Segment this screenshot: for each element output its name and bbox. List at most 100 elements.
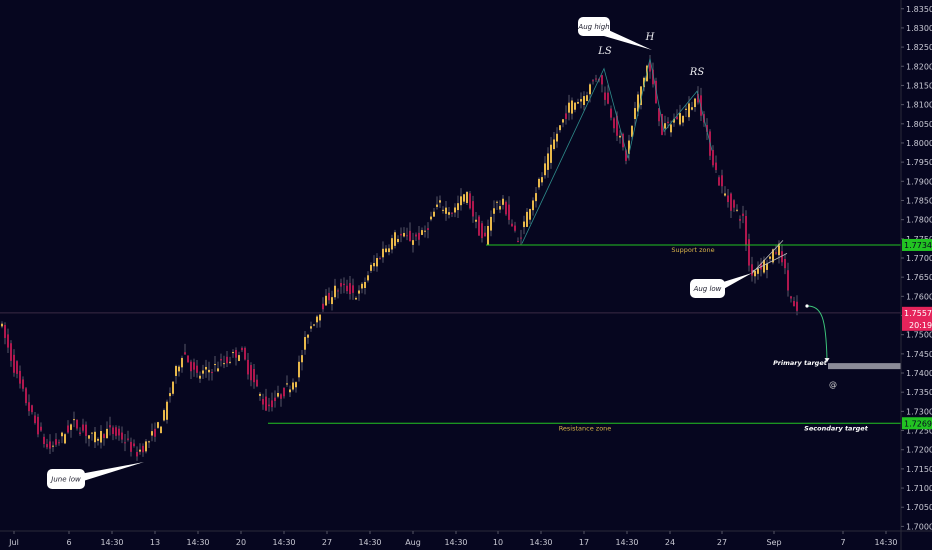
candle-bull (307, 334, 309, 338)
y-tick-label: 1.73000 (906, 407, 932, 416)
candle-bull (370, 264, 372, 271)
candle-bull (487, 225, 489, 245)
y-tick-label: 1.83000 (906, 24, 932, 33)
candle-bear (235, 349, 237, 358)
x-tick-label: 20 (236, 538, 246, 547)
candle-bull (205, 366, 207, 370)
candle-bear (43, 436, 45, 445)
candle-bull (631, 125, 633, 137)
candle-bull (562, 119, 564, 123)
candle-bear (406, 235, 408, 237)
candle-bull (166, 401, 168, 420)
candle-bull (52, 445, 54, 447)
candle-bear (478, 216, 480, 236)
candle-bear (133, 443, 135, 447)
x-tick-label: 14:30 (874, 538, 897, 547)
candle-bull (223, 363, 225, 365)
candle-bear (67, 425, 69, 433)
y-tick-label: 1.71000 (906, 484, 932, 493)
candle-bear (187, 355, 189, 363)
candle-bear (82, 424, 84, 431)
candle-bear (109, 425, 111, 428)
candle-bear (601, 75, 603, 85)
y-tick-label: 1.70500 (906, 503, 932, 512)
candle-bear (379, 258, 381, 260)
x-tick-label: 14:30 (615, 538, 638, 547)
resistance-price-badge (902, 417, 932, 430)
candle-bull (673, 118, 675, 123)
candle-bull (664, 123, 666, 129)
candle-bull (94, 431, 96, 443)
candle-bull (532, 200, 534, 211)
june-low-callout-bubble (47, 469, 85, 489)
aug-low-callout-pointer (720, 273, 752, 291)
june-low-callout: June low (47, 462, 144, 489)
candle-bull (289, 389, 291, 393)
candle-bull (640, 86, 642, 106)
x-tick-label: Jul (8, 538, 19, 547)
y-tick-label: 1.78000 (906, 216, 932, 225)
candle-bull (736, 209, 738, 211)
candle-bull (424, 230, 426, 232)
candle-bear (745, 215, 747, 245)
candle-bear (127, 438, 129, 440)
x-tick-label: 13 (150, 538, 160, 547)
aug-low-callout-text: Aug low (693, 285, 722, 293)
x-tick-label: 27 (322, 538, 332, 547)
secondary-target-label: Secondary target (804, 424, 869, 432)
candle-bear (676, 116, 678, 120)
y-tick-label: 1.70000 (906, 522, 932, 531)
y-tick-label: 1.80000 (906, 139, 932, 148)
candle-bear (352, 285, 354, 293)
candle-bear (727, 195, 729, 203)
candle-bear (409, 230, 411, 242)
y-tick-label: 1.71500 (906, 465, 932, 474)
candle-bull (382, 248, 384, 258)
candle-bear (481, 223, 483, 239)
candle-bear (469, 193, 471, 209)
candle-bear (400, 233, 402, 236)
candle-bull (319, 314, 321, 321)
candle-bull (304, 337, 306, 350)
candle-bull (148, 441, 150, 443)
candle-bull (526, 211, 528, 227)
candle-bull (355, 297, 357, 300)
x-tick-label: 27 (717, 538, 727, 547)
x-tick-label: 7 (840, 538, 845, 547)
y-tick-label: 1.76000 (906, 292, 932, 301)
y-tick-label: 1.83500 (906, 5, 932, 14)
candle-bull (457, 203, 459, 211)
candle-bear (7, 334, 9, 348)
candle-bear (517, 241, 519, 243)
candle-bull (628, 140, 630, 154)
candle-bear (625, 150, 627, 161)
y-tick-label: 1.78500 (906, 196, 932, 205)
aug-high-callout-pointer (604, 28, 652, 50)
y-tick-label: 1.73500 (906, 388, 932, 397)
candle-bear (85, 424, 87, 436)
candle-bull (385, 248, 387, 253)
candle-bear (742, 213, 744, 216)
candle-bull (586, 95, 588, 102)
candle-bear (13, 354, 15, 373)
candle-bull (229, 361, 231, 363)
candle-bear (265, 396, 267, 411)
y-tick-label: 1.74000 (906, 369, 932, 378)
y-tick-label: 1.81500 (906, 81, 932, 90)
candle-bear (733, 200, 735, 208)
candle-bear (76, 419, 78, 429)
candle-bear (49, 441, 51, 449)
x-tick-label: 14:30 (272, 538, 295, 547)
candle-bear (514, 225, 516, 231)
candle-bull (439, 200, 441, 203)
candle-bear (16, 361, 18, 374)
resistance-price-text: 1.72693 (904, 419, 932, 428)
candle-bull (403, 232, 405, 237)
candle-bull (295, 382, 297, 388)
candle-bear (112, 427, 114, 435)
y-tick-label: 1.72000 (906, 446, 932, 455)
candle-bull (313, 324, 315, 326)
y-tick-label: 1.82500 (906, 43, 932, 52)
aug-high-callout: Aug high (577, 17, 652, 50)
